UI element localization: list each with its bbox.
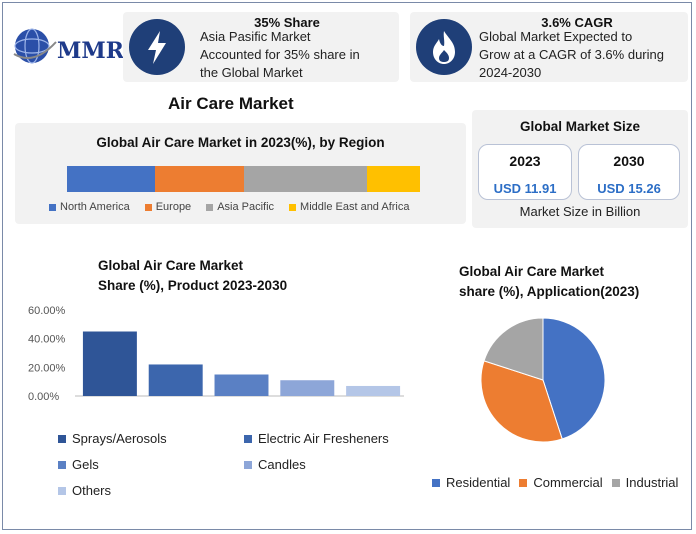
legend-swatch [289,203,297,211]
legend-swatch [244,434,252,443]
pie-legend: Residential Commercial Industrial [432,475,678,490]
logo: MMR [10,24,124,70]
stat-icon-circle [416,19,472,75]
legend-swatch [206,203,214,211]
legend-swatch [58,434,66,443]
pie-slice [542,317,606,440]
legend-swatch [58,460,66,469]
page-title: Air Care Market [168,94,294,113]
product-bar [82,331,137,396]
product-bar [214,374,269,396]
legend-swatch [519,478,528,487]
legend-item: Industrial [611,475,678,490]
legend-item: Asia Pacific [206,201,274,213]
stat-title: 35% Share [254,15,320,30]
legend-swatch [49,203,56,211]
legend-swatch [58,486,66,495]
stat-title: 3.6% CAGR [541,15,613,30]
legend-item: Sprays/Aerosols [58,431,167,446]
stat-card-cagr: 3.6% CAGR Global Market Expected to Grow… [410,12,688,82]
region-bar-segment [243,166,368,192]
stat-body: Global Market Expected to Grow at a CAGR… [479,29,664,80]
region-legend: North America Europe Asia Pacific Middle… [49,201,410,213]
product-bar [346,385,401,396]
market-size-title: Global Market Size [519,119,641,134]
y-tick-label: 60.00% [28,305,66,317]
lightning-icon [148,31,166,64]
legend-item: North America [49,201,130,213]
product-chart-title: Global Air Care Market Share (%), Produc… [98,258,288,293]
region-chart-title: Global Air Care Market in 2023(%), by Re… [96,135,385,150]
region-bar-segment [67,166,156,192]
product-bar [148,364,203,396]
stat-body: Asia Pasific Market Accounted for 35% sh… [200,29,360,80]
year-label: 2030 [613,153,645,169]
region-bar-segment [367,166,420,192]
logo-text: MMR [57,38,124,64]
year-box-2030: 2030 USD 15.26 [578,144,680,200]
legend-item: Electric Air Fresheners [244,431,389,446]
year-label: 2023 [509,153,541,169]
legend-item: Middle East and Africa [289,201,410,213]
market-size-card: Global Market Size 2023 USD 11.91 2030 U… [472,110,688,228]
pie-chart-title: Global Air Care Market share (%), Applic… [459,264,640,299]
pie-slice [480,360,563,443]
legend-swatch [611,478,620,487]
region-chart-card: Global Air Care Market in 2023(%), by Re… [15,123,466,224]
region-bar-segment [155,166,244,192]
globe-icon [13,28,57,64]
year-value: USD 11.91 [493,181,557,196]
y-tick-label: 0.00% [28,391,59,403]
legend-item: Residential [432,475,510,490]
product-legend: Sprays/Aerosols Electric Air Fresheners … [58,431,418,501]
legend-swatch [244,460,252,469]
stat-card-share: 35% Share Asia Pasific Market Accounted … [123,12,399,82]
legend-item: Europe [144,201,191,213]
legend-item: Candles [244,457,306,472]
legend-swatch [432,478,440,487]
y-tick-label: 20.00% [28,362,66,374]
year-box-2023: 2023 USD 11.91 [478,144,572,200]
pie-slice [483,317,544,381]
legend-item: Commercial [519,475,603,490]
flame-icon [433,31,455,64]
region-stacked-bar [67,166,420,192]
legend-item: Gels [58,457,99,472]
market-size-caption: Market Size in Billion [519,204,641,219]
stat-icon-circle [129,19,185,75]
product-bar [280,380,335,396]
application-pie-chart [480,317,606,443]
legend-item: Others [58,483,111,498]
y-tick-label: 40.00% [28,334,66,346]
legend-swatch [144,203,152,211]
product-bar-chart: 60.00% 40.00% 20.00% 0.00% [28,305,404,403]
year-value: USD 15.26 [597,181,661,196]
